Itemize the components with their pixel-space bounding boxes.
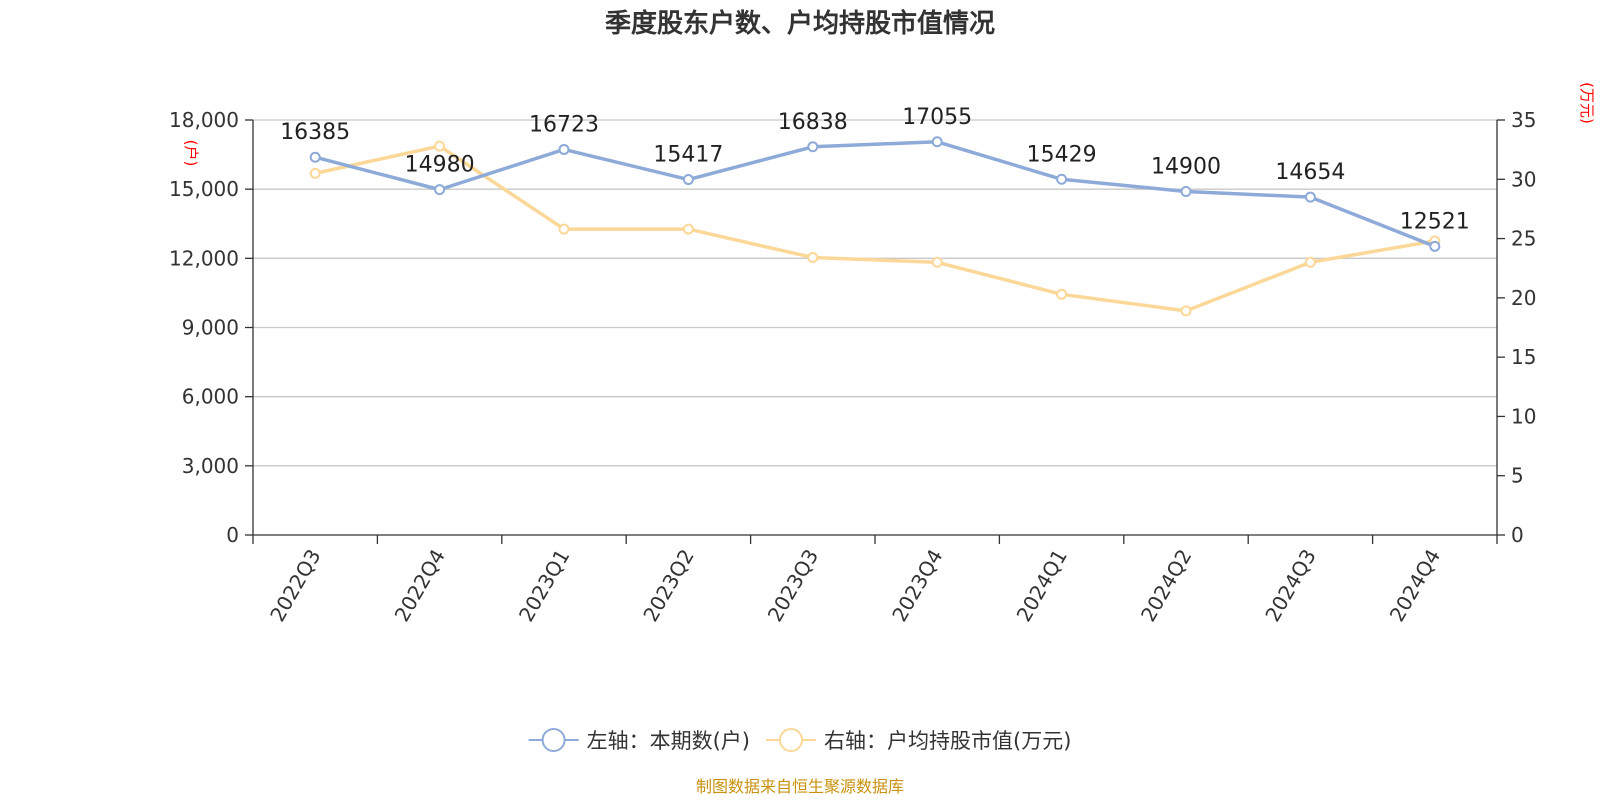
x-axis-category-label: 2024Q3 (1260, 545, 1320, 626)
series-point-right (1056, 288, 1068, 300)
right-axis-tick-label: 10 (1511, 404, 1536, 428)
x-axis-category-label: 2023Q4 (887, 545, 947, 626)
x-axis-category-label: 2024Q4 (1385, 545, 1445, 626)
left-axis-tick-label: 9,000 (182, 316, 239, 340)
legend-label: 右轴：户均持股市值(万元) (824, 729, 1071, 753)
left-axis-tick-label: 0 (226, 523, 239, 547)
series-point-left (1429, 240, 1441, 252)
series-point-right (682, 223, 694, 235)
data-label: 14980 (405, 153, 475, 178)
series-line-left (313, 140, 1437, 249)
series-point-right (807, 252, 819, 264)
series-point-left (807, 141, 819, 153)
data-labels: 16385 14980 16723 15417 16838 17055 15429 14900… (280, 105, 1470, 235)
left-axis-tick-label: 12,000 (169, 246, 239, 270)
left-axis-unit-label: (户) (182, 140, 200, 167)
chart-title: 季度股东户数、户均持股市值情况 (605, 8, 995, 39)
data-label: 16723 (529, 112, 599, 137)
x-axis-category-label: 2023Q2 (638, 545, 698, 626)
left-axis-tick-label: 3,000 (182, 454, 239, 478)
right-axis-tick-label: 0 (1511, 523, 1524, 547)
legend-circle-symbol (541, 728, 566, 752)
data-label: 17055 (902, 105, 972, 130)
data-label: 16385 (280, 120, 350, 145)
data-label: 14900 (1151, 154, 1221, 179)
series-point-left (558, 143, 570, 155)
x-axis-category-label: 2023Q3 (763, 545, 823, 626)
left-axis-tick-label: 6,000 (182, 385, 239, 409)
grid-lines (253, 119, 1497, 467)
series-point-left (682, 174, 694, 186)
right-axis-tick-label: 20 (1511, 286, 1536, 310)
series-point-left (309, 151, 321, 163)
data-label: 12521 (1400, 209, 1470, 234)
series-point-right (309, 167, 321, 179)
series-point-left (1304, 191, 1316, 203)
x-axis-category-label: 2022Q3 (265, 545, 325, 626)
legend-circle-symbol (779, 728, 803, 752)
right-axis-tick-label: 5 (1511, 464, 1524, 488)
right-axis-tick-label: 30 (1511, 167, 1536, 191)
series-point-left (1056, 173, 1068, 185)
series-point-right (558, 223, 570, 235)
data-label: 14654 (1275, 160, 1345, 185)
series-point-left (1180, 185, 1192, 197)
series-point-left (931, 136, 943, 148)
series-point-right (931, 256, 943, 268)
left-axis-tick-label: 18,000 (169, 108, 239, 132)
legend-label: 左轴：本期数(户) (587, 729, 750, 753)
data-label: 15417 (653, 143, 723, 168)
series-point-right (434, 140, 446, 152)
series-point-right (1304, 256, 1316, 268)
right-axis-tick-label: 15 (1511, 345, 1536, 369)
legend-item-left[interactable]: 左轴：本期数(户) (528, 728, 750, 753)
right-axis-tick-label: 25 (1511, 227, 1536, 251)
left-axis-tick-label: 15,000 (169, 177, 239, 201)
right-axis-unit-label: (万元) (1578, 82, 1596, 124)
data-label: 16838 (778, 110, 848, 135)
x-axis-category-label: 2024Q1 (1012, 545, 1072, 626)
series-line-right (313, 144, 1437, 313)
x-axis-category-label: 2022Q4 (390, 545, 450, 626)
axes: 0 3,000 6,000 9,000 12,000 15,000 18,000 0 5 10 15… (169, 108, 1536, 626)
right-axis-tick-label: 35 (1511, 108, 1536, 132)
data-label: 15429 (1027, 142, 1097, 167)
series-point-right (1180, 305, 1192, 317)
x-axis-category-label: 2023Q1 (514, 545, 574, 626)
x-axis-category-label: 2024Q2 (1136, 545, 1196, 626)
legend[interactable]: 左轴：本期数(户) 右轴：户均持股市值(万元) (528, 728, 1072, 753)
data-source-note: 制图数据来自恒生聚源数据库 (696, 777, 904, 796)
series-lines (309, 136, 1441, 317)
legend-item-right[interactable]: 右轴：户均持股市值(万元) (766, 728, 1071, 753)
series-point-left (434, 184, 446, 196)
